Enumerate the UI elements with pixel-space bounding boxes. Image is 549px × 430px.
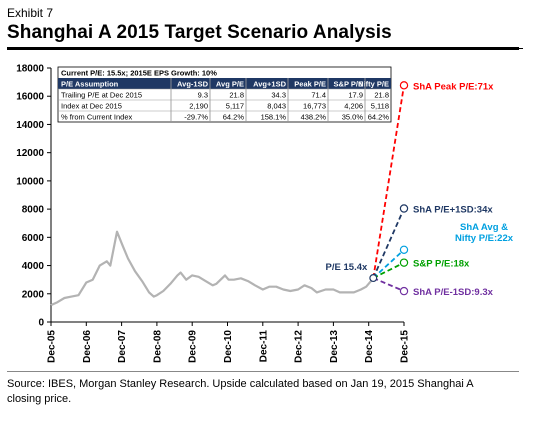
scenario-marker (399, 81, 409, 90)
inset-table-cell: 64.2% (368, 113, 390, 122)
inset-table-cell: 438.2% (301, 113, 327, 122)
inset-table-header-cell: S&P P/E (334, 80, 363, 89)
x-tick-label: Dec-09 (188, 330, 199, 363)
x-tick-label: Dec-12 (294, 330, 305, 363)
x-tick-label: Dec-08 (152, 330, 163, 363)
inset-table-cell: 4,206 (344, 102, 363, 111)
source-note: Source: IBES, Morgan Stanley Research. U… (7, 378, 473, 405)
inset-table-cell: -29.7% (184, 113, 208, 122)
inset-table-cell: 34.3 (271, 91, 286, 100)
y-tick-label: 2000 (22, 289, 45, 300)
y-tick-label: 6000 (22, 233, 45, 244)
inset-table-frame (57, 66, 392, 123)
x-tick-label: Dec-10 (223, 330, 234, 363)
inset-table-cell: 35.0% (342, 113, 364, 122)
x-tick-label: Dec-06 (82, 330, 93, 363)
x-tick-label: Dec-11 (258, 330, 269, 363)
chart-axes: 0 2000 4000 6000 8000 10000 12000 14000 16000 180… (16, 64, 410, 363)
y-tick-label: 12000 (16, 148, 44, 159)
scenario-line (372, 208, 405, 279)
history-series-line (50, 230, 375, 307)
inset-table-header-cell: P/E Assumption (61, 80, 119, 89)
y-tick-label: 14000 (16, 120, 44, 131)
x-tick-label: Dec-13 (329, 330, 340, 363)
x-tick-label: Dec-14 (364, 330, 375, 363)
scenario-label: S&P P/E:18x (413, 259, 470, 270)
y-tick-label: 10000 (16, 176, 44, 187)
y-tick-label: 16000 (16, 92, 44, 103)
inset-table-header-cell: Avg P/E (216, 80, 244, 89)
inset-table-header-cell: Nifty P/E (358, 80, 389, 89)
y-tick-label: 18000 (16, 64, 44, 75)
inset-table-header-bg (58, 78, 391, 89)
inset-table-cell: Index at Dec 2015 (61, 102, 122, 111)
scenario-line (372, 261, 405, 279)
scenario-chart: 0 2000 4000 6000 8000 10000 12000 14000 16000 180… (16, 64, 514, 363)
chart-plot-area: ShA Peak P/E:71x ShA P/E+1SD:34x ShA Avg &… (50, 81, 514, 307)
scenario-marker (399, 286, 409, 296)
scenario-marker (399, 258, 409, 267)
inset-table-cell: % from Current Index (61, 113, 133, 122)
scenario-marker (399, 204, 409, 213)
y-tick-label: 0 (38, 318, 44, 329)
inset-table-header-cell: Avg-1SD (177, 80, 209, 89)
title-rule (7, 47, 519, 50)
inset-table-cell: 16,773 (303, 102, 326, 111)
inset-table-cell: 21.8 (374, 91, 389, 100)
source-rule (7, 371, 519, 372)
exhibit-label: Exhibit 7 (7, 6, 54, 20)
title-rule-tick (519, 48, 523, 49)
y-tick-label: 8000 (22, 205, 45, 216)
x-tick-label: Dec-07 (117, 330, 128, 363)
x-tick-label: Dec-05 (47, 330, 58, 363)
inset-table-cell: 71.4 (311, 91, 326, 100)
scenario-line (372, 277, 405, 292)
inset-table-cell: Trailing P/E at Dec 2015 (61, 91, 142, 100)
scenario-label: ShA Peak P/E:71x (413, 81, 494, 92)
inset-table-cell: 5,118 (371, 102, 389, 111)
inset-table-cell: 17.9 (348, 91, 363, 100)
scenario-line (372, 85, 405, 279)
inset-table-cell: 9.3 (198, 91, 208, 100)
inset-table-cell: 21.8 (229, 91, 244, 100)
inset-table-cell: 64.2% (223, 113, 245, 122)
inset-table-cell: 2,190 (189, 102, 208, 111)
x-tick-label: Dec-15 (400, 330, 411, 363)
inset-table-cell: 158.1% (261, 113, 287, 122)
inset-table-cell: 8,043 (267, 102, 286, 111)
scenario-marker (399, 245, 409, 254)
scenario-label: ShA P/E+1SD:34x (413, 205, 493, 216)
inset-table-header-cell: Avg+1SD (253, 80, 286, 89)
y-tick-label: 4000 (22, 261, 45, 272)
inset-table: Current P/E: 15.5x; 2015E EPS Growth: 10… (57, 66, 392, 123)
scenario-label: ShA P/E-1SD:9.3x (413, 287, 494, 298)
scenario-line (372, 249, 405, 279)
start-point-label: P/E 15.4x (326, 262, 368, 273)
inset-table-cell: 5,117 (226, 102, 244, 111)
inset-table-header-cell: Peak P/E (294, 80, 326, 89)
chart-title: Shanghai A 2015 Target Scenario Analysis (7, 22, 392, 43)
scenario-label: ShA Avg & Nifty P/E:22x (455, 222, 514, 244)
inset-table-caption: Current P/E: 15.5x; 2015E EPS Growth: 10… (61, 69, 217, 78)
start-point-marker (369, 274, 378, 283)
